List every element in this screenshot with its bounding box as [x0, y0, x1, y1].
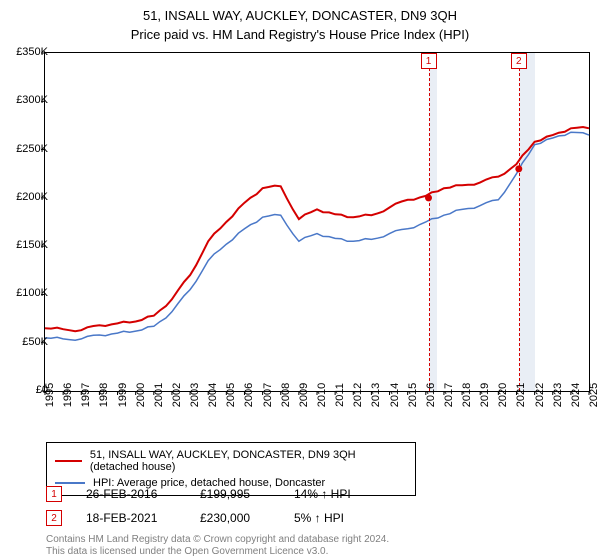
x-axis-label: 2019 [479, 383, 491, 407]
y-axis-label: £250K [16, 143, 48, 155]
x-axis-label: 2002 [171, 383, 183, 407]
x-axis-label: 2005 [225, 383, 237, 407]
x-axis-label: 1995 [44, 383, 56, 407]
series-line [45, 127, 589, 331]
sale-date-2: 18-FEB-2021 [86, 511, 176, 525]
x-axis-label: 1997 [80, 383, 92, 407]
x-axis-label: 2000 [135, 383, 147, 407]
y-axis-label: £50K [22, 336, 48, 348]
x-axis-label: 2001 [153, 383, 165, 407]
legend-swatch-property [55, 460, 82, 462]
x-axis-label: 2004 [207, 383, 219, 407]
sale-price-1: £199,995 [200, 487, 270, 501]
sale-marker-line [519, 68, 520, 391]
x-axis-label: 2017 [443, 383, 455, 407]
footnote-line2: This data is licensed under the Open Gov… [46, 546, 389, 558]
x-axis-label: 2012 [352, 383, 364, 407]
sale-badge-1: 1 [46, 486, 62, 502]
x-axis-label: 2021 [515, 383, 527, 407]
x-axis-label: 2003 [189, 383, 201, 407]
legend-label-property: 51, INSALL WAY, AUCKLEY, DONCASTER, DN9 … [90, 449, 407, 473]
y-axis-label: £150K [16, 239, 48, 251]
sale-badge-2: 2 [46, 510, 62, 526]
chart-svg [44, 52, 590, 396]
x-axis-label: 2014 [389, 383, 401, 407]
x-axis-label: 2009 [298, 383, 310, 407]
x-axis-label: 2013 [370, 383, 382, 407]
y-axis-label: £100K [16, 287, 48, 299]
legend-item-property: 51, INSALL WAY, AUCKLEY, DONCASTER, DN9 … [55, 447, 407, 475]
sale-price-2: £230,000 [200, 511, 270, 525]
y-axis-label: £200K [16, 191, 48, 203]
footnote: Contains HM Land Registry data © Crown c… [46, 534, 389, 558]
x-axis-label: 2010 [316, 383, 328, 407]
x-axis-label: 1996 [62, 383, 74, 407]
x-axis-label: 2025 [588, 383, 600, 407]
y-axis-label: £350K [16, 46, 48, 58]
y-axis-label: £300K [16, 94, 48, 106]
legend-swatch-hpi [55, 482, 85, 484]
sale-delta-1: 14% ↑ HPI [294, 487, 351, 501]
plot-area: 12 [44, 52, 590, 392]
x-axis-label: 1999 [117, 383, 129, 407]
series-line [45, 132, 589, 340]
x-axis-label: 1998 [98, 383, 110, 407]
footnote-line1: Contains HM Land Registry data © Crown c… [46, 534, 389, 546]
x-axis-label: 2022 [534, 383, 546, 407]
x-axis-label: 2018 [461, 383, 473, 407]
sale-date-1: 26-FEB-2016 [86, 487, 176, 501]
chart-title-address: 51, INSALL WAY, AUCKLEY, DONCASTER, DN9 … [0, 0, 600, 23]
sale-marker-badge: 2 [511, 53, 527, 69]
sale-marker-line [429, 68, 430, 391]
x-axis-label: 2024 [570, 383, 582, 407]
x-axis-label: 2007 [262, 383, 274, 407]
x-axis-label: 2011 [334, 383, 346, 407]
x-axis-label: 2016 [425, 383, 437, 407]
x-axis-label: 2008 [280, 383, 292, 407]
sale-marker-badge: 1 [421, 53, 437, 69]
sale-row-2: 2 18-FEB-2021 £230,000 5% ↑ HPI [46, 510, 344, 526]
chart-title-subtitle: Price paid vs. HM Land Registry's House … [0, 23, 600, 50]
sale-delta-2: 5% ↑ HPI [294, 511, 344, 525]
x-axis-label: 2023 [552, 383, 564, 407]
x-axis-label: 2020 [497, 383, 509, 407]
x-axis-label: 2015 [407, 383, 419, 407]
x-axis-label: 2006 [243, 383, 255, 407]
sale-row-1: 1 26-FEB-2016 £199,995 14% ↑ HPI [46, 486, 351, 502]
